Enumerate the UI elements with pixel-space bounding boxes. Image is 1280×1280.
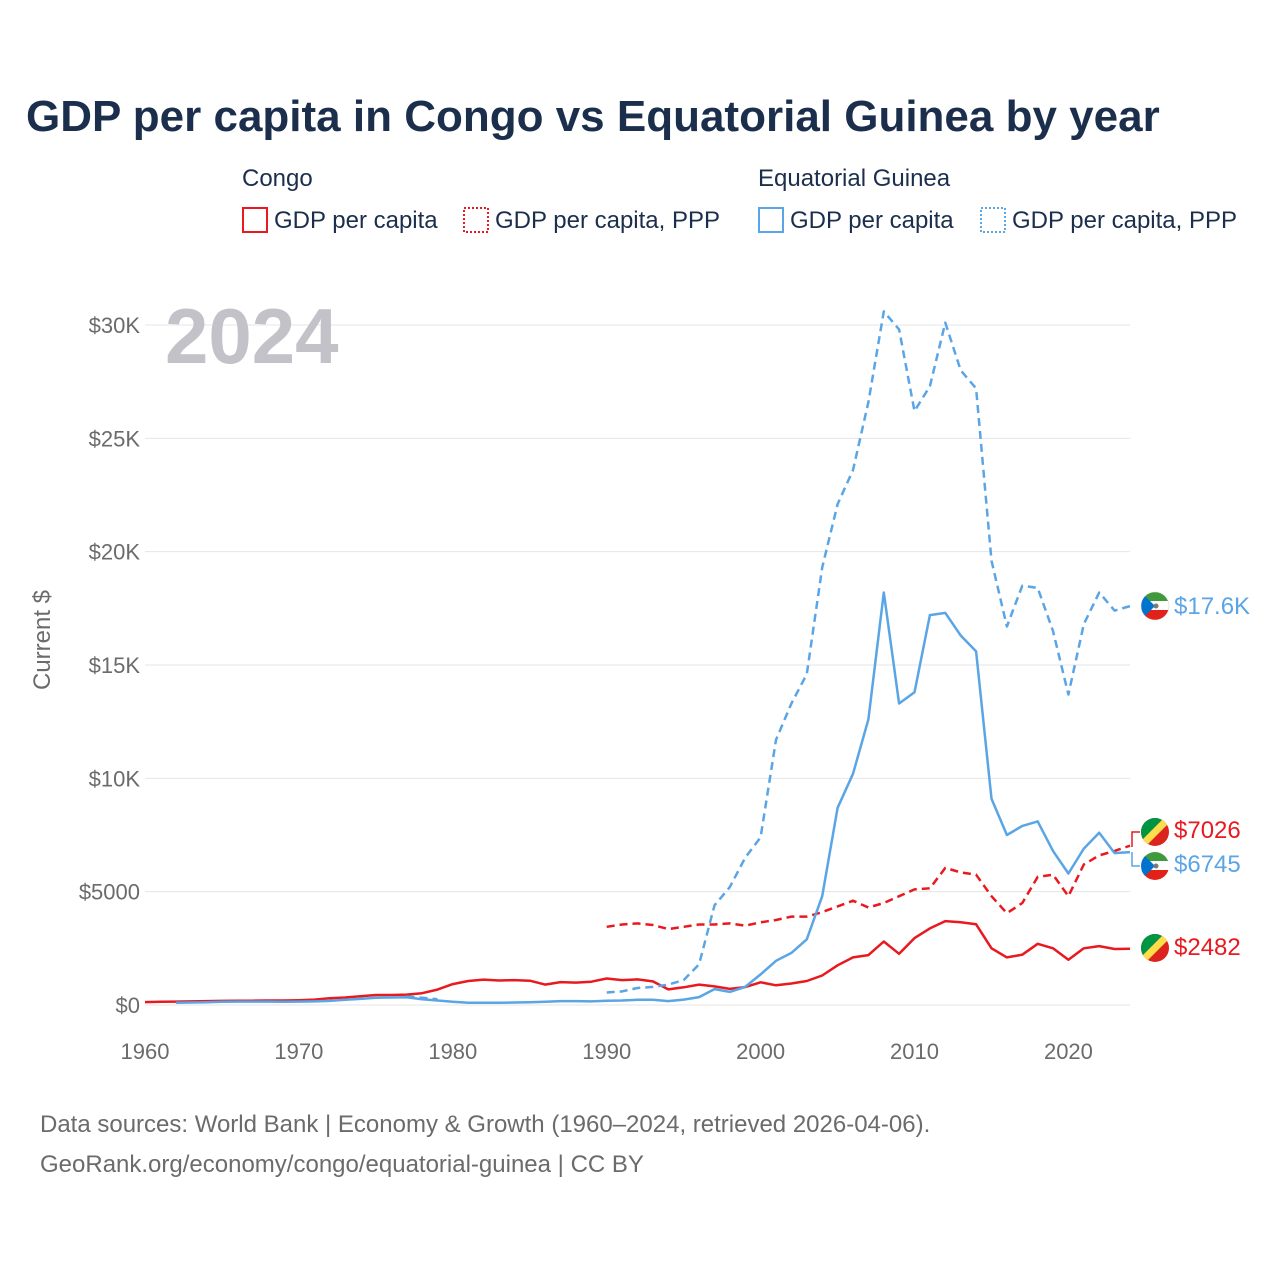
end-label-eqg-ppp: $17.6K bbox=[1174, 593, 1250, 620]
end-label-congo-ppp: $7026 bbox=[1174, 817, 1241, 844]
legend-swatch-congo-gdp bbox=[242, 207, 268, 233]
legend-label-congo-gdp: GDP per capita bbox=[274, 207, 438, 234]
series-lines bbox=[144, 310, 1131, 1004]
legend-item-congo-gdp[interactable]: GDP per capita bbox=[242, 207, 438, 234]
year-stamp: 2024 bbox=[165, 292, 339, 380]
source-line-1: Data sources: World Bank | Economy & Gro… bbox=[40, 1111, 930, 1138]
y-tick-label: $20K bbox=[89, 540, 141, 565]
flag-marker-congo-gdp bbox=[1141, 934, 1169, 962]
legend-item-congo-ppp[interactable]: GDP per capita, PPP bbox=[463, 207, 720, 234]
y-tick-label: $5000 bbox=[79, 880, 140, 905]
x-axis-ticks: 1960 1970 1980 1990 2000 2010 2020 bbox=[121, 1039, 1093, 1064]
legend-item-eqg-gdp[interactable]: GDP per capita bbox=[758, 207, 954, 234]
x-tick-label: 1990 bbox=[582, 1039, 631, 1064]
connector-eqg-gdp bbox=[1131, 852, 1140, 867]
x-tick-label: 2000 bbox=[736, 1039, 785, 1064]
y-tick-label: $10K bbox=[89, 766, 141, 791]
flag-marker-eqg-ppp bbox=[1140, 591, 1170, 621]
y-tick-label: $15K bbox=[89, 653, 141, 678]
legend: Congo Equatorial Guinea GDP per capita G… bbox=[242, 165, 1237, 234]
x-tick-label: 1960 bbox=[121, 1039, 170, 1064]
y-tick-label: $25K bbox=[89, 426, 141, 451]
flag-marker-congo-ppp bbox=[1141, 818, 1169, 846]
legend-swatch-congo-ppp bbox=[463, 207, 489, 233]
end-connectors bbox=[1131, 831, 1140, 867]
connector-congo-ppp bbox=[1131, 831, 1140, 847]
end-label-congo-gdp: $2482 bbox=[1174, 934, 1241, 961]
legend-swatch-eqg-gdp bbox=[758, 207, 784, 233]
series-line-equatorial-guinea-gdp-per-capita bbox=[175, 591, 1131, 1004]
legend-item-eqg-ppp[interactable]: GDP per capita, PPP bbox=[980, 207, 1237, 234]
legend-group-equatorial-guinea: Equatorial Guinea bbox=[758, 165, 951, 192]
series-line-equatorial-guinea-gdp-per-capita-ppp bbox=[606, 310, 1131, 994]
legend-label-congo-ppp: GDP per capita, PPP bbox=[495, 207, 720, 234]
grid-lines bbox=[145, 324, 1130, 1006]
chart-title: GDP per capita in Congo vs Equatorial Gu… bbox=[26, 92, 1160, 141]
legend-swatch-eqg-ppp bbox=[980, 207, 1006, 233]
source-line-2[interactable]: GeoRank.org/economy/congo/equatorial-gui… bbox=[40, 1151, 644, 1178]
series-line-equatorial-guinea-gdp-per-capita-early-estimate bbox=[406, 995, 438, 1001]
x-tick-label: 2020 bbox=[1044, 1039, 1093, 1064]
x-tick-label: 1980 bbox=[428, 1039, 477, 1064]
y-tick-label: $0 bbox=[116, 993, 140, 1018]
end-label-eqg-gdp: $6745 bbox=[1174, 851, 1241, 878]
legend-group-congo: Congo bbox=[242, 165, 313, 192]
x-tick-label: 2010 bbox=[890, 1039, 939, 1064]
y-axis-ticks: $0 $5000 $10K $15K $20K $25K $30K bbox=[79, 313, 141, 1018]
series-line-congo-gdp-per-capita bbox=[144, 919, 1131, 1004]
legend-label-eqg-ppp: GDP per capita, PPP bbox=[1012, 207, 1237, 234]
series-line-congo-gdp-per-capita-ppp bbox=[606, 844, 1131, 931]
x-tick-label: 1970 bbox=[274, 1039, 323, 1064]
y-axis-title: Current $ bbox=[29, 590, 56, 690]
flag-marker-eqg-gdp bbox=[1141, 852, 1169, 880]
y-tick-label: $30K bbox=[89, 313, 141, 338]
legend-label-eqg-gdp: GDP per capita bbox=[790, 207, 954, 234]
